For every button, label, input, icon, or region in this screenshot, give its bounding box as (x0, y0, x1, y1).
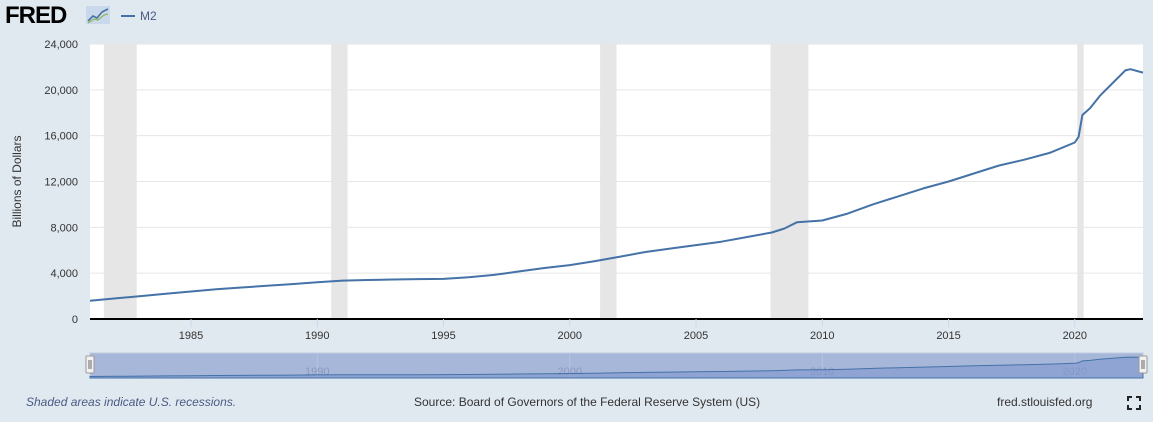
x-tick-label: 1985 (179, 330, 203, 342)
y-tick-label: 20,000 (44, 85, 78, 97)
legend-label: M2 (140, 9, 157, 23)
x-tick-label: 2015 (936, 330, 960, 342)
x-tick-label: 1995 (431, 330, 455, 342)
x-tick-label: 2005 (684, 330, 708, 342)
legend[interactable]: M2 (121, 9, 157, 23)
y-tick-label: 4,000 (50, 268, 78, 280)
series-line-m2[interactable] (89, 68, 1144, 302)
y-tick-label: 24,000 (44, 39, 78, 51)
recession-note: Shaded areas indicate U.S. recessions. (26, 395, 237, 409)
fullscreen-icon[interactable] (1127, 396, 1141, 410)
navigator-series (89, 356, 1144, 379)
y-axis-title: Billions of Dollars (10, 135, 24, 227)
navigator-handle-right[interactable] (1138, 355, 1148, 374)
navigator-handle-left[interactable] (85, 355, 95, 374)
x-tick-label: 1990 (305, 330, 329, 342)
y-tick-label: 16,000 (44, 131, 78, 143)
line-chart[interactable]: 0 4,000 8,000 12,000 16,000 20,000 24,000 1985 1… (0, 30, 1153, 386)
y-tick-label: 12,000 (44, 177, 78, 189)
header: FRED M2 (0, 0, 1153, 32)
x-tick-label: 2010 (810, 330, 834, 342)
x-tick-label: 2000 (558, 330, 582, 342)
legend-swatch (121, 14, 135, 17)
site-link[interactable]: fred.stlouisfed.org (997, 395, 1093, 409)
line-chart-icon (86, 6, 110, 24)
x-tick-label: 2020 (1063, 330, 1087, 342)
fred-logo[interactable]: FRED (5, 2, 67, 29)
source-text: Source: Board of Governors of the Federa… (414, 395, 761, 409)
y-tick-label: 0 (72, 314, 78, 326)
y-tick-label: 8,000 (50, 222, 78, 234)
